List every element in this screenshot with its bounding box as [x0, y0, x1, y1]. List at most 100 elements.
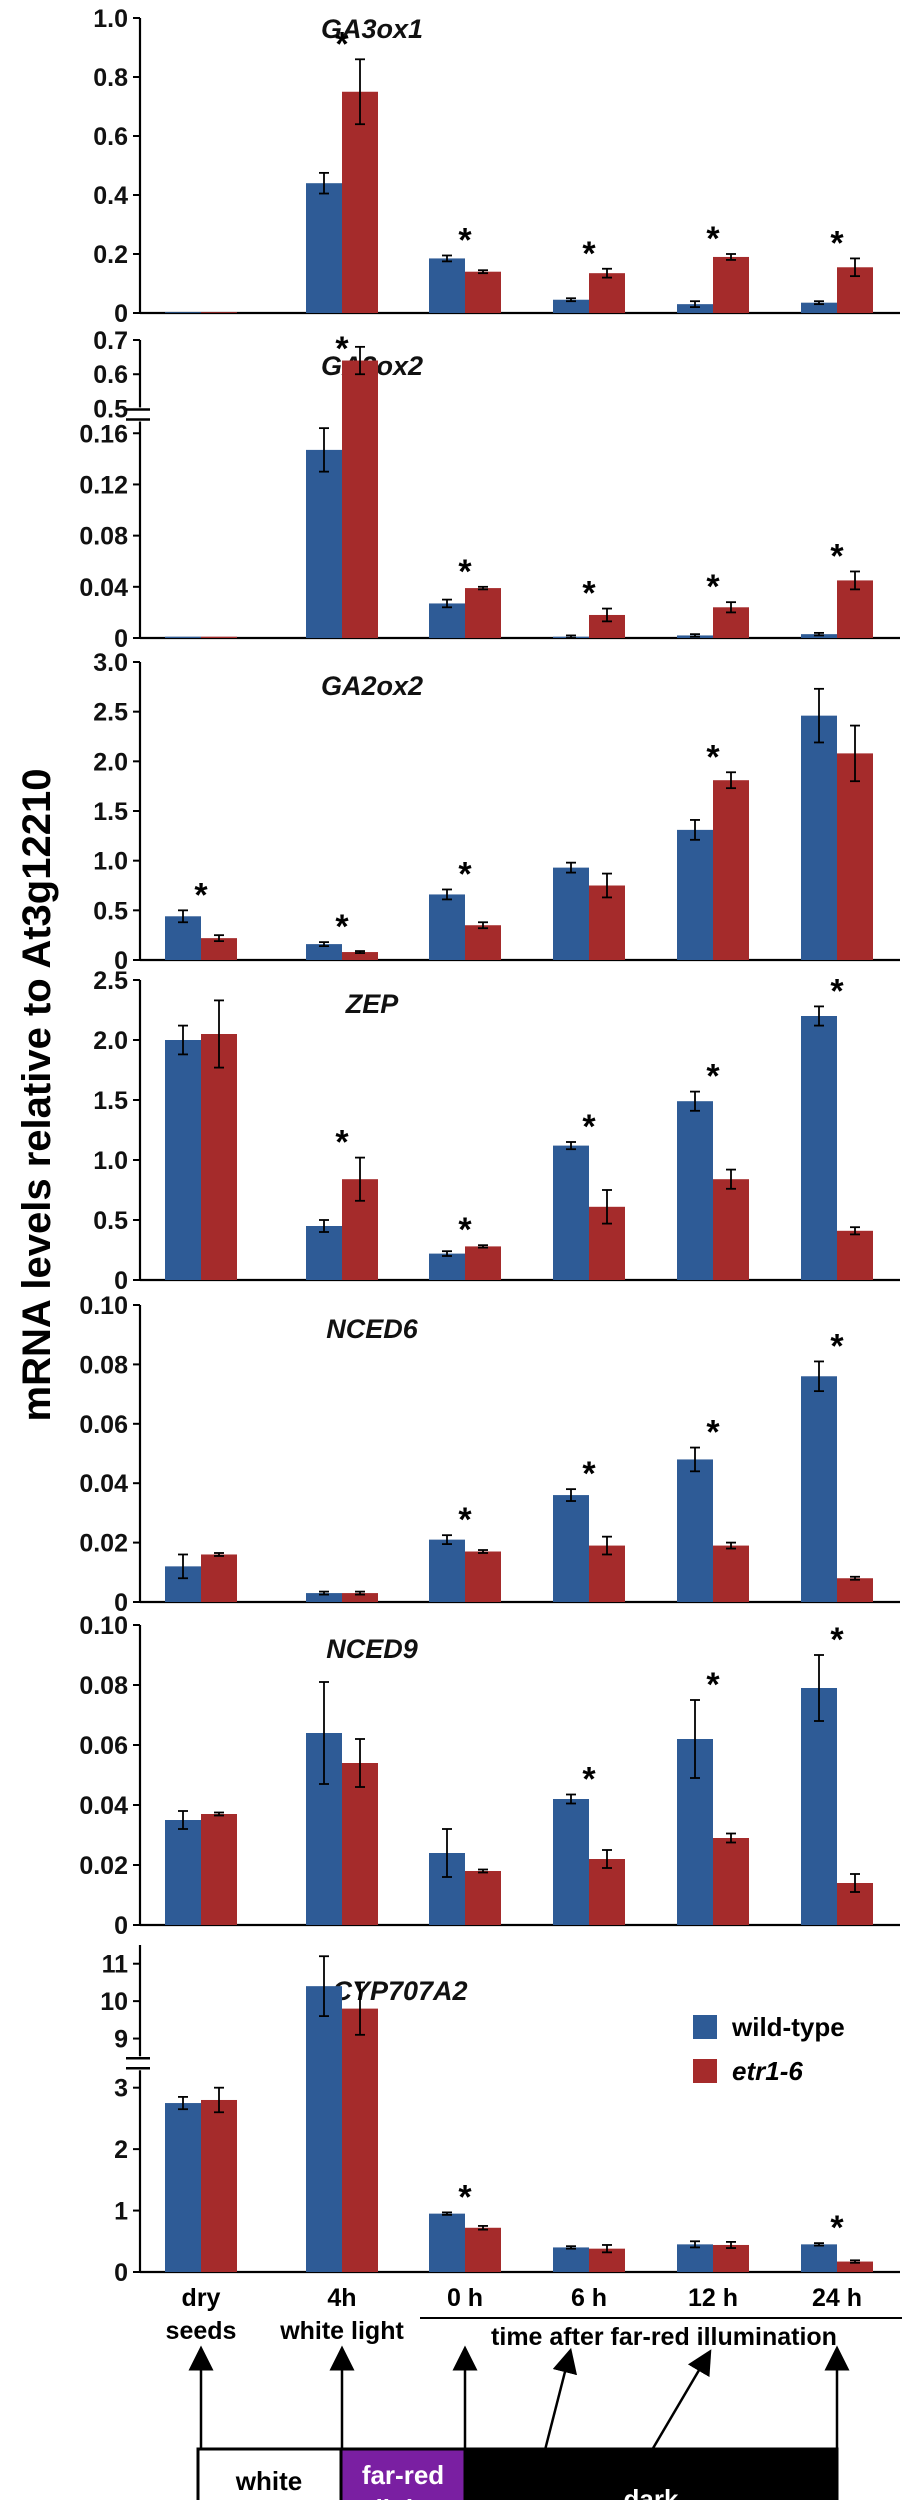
y-tick-label: 2.0: [93, 748, 128, 776]
condition-label-white-light: white light: [279, 2317, 404, 2345]
dark-box-label: dark: [624, 2484, 679, 2500]
bar-wildtype: [553, 1799, 589, 1925]
axis-break-gap: [128, 407, 152, 422]
significance-star: *: [582, 575, 596, 613]
y-tick-label: 0.06: [79, 1732, 128, 1760]
bar-wildtype: [677, 1101, 713, 1280]
panel-title: NCED9: [326, 1634, 418, 1664]
dark-box: [463, 2447, 839, 2500]
bar-mutant: [713, 2244, 749, 2272]
y-tick-label: 0.10: [79, 1292, 128, 1320]
y-tick-label: 0.5: [93, 1207, 128, 1235]
panel-title: CYP707A2: [332, 1976, 467, 2006]
bar-wildtype: [306, 1986, 342, 2272]
bar-wildtype: [429, 258, 465, 313]
bar-mutant: [465, 588, 501, 638]
y-tick-label: 2.5: [93, 967, 128, 995]
significance-star: *: [582, 1761, 596, 1799]
condition-label-6h: 6 h: [571, 2284, 607, 2312]
y-tick-label: 0.08: [79, 523, 128, 551]
bar-mutant: [713, 1838, 749, 1925]
y-tick-label: 1: [114, 2198, 128, 2226]
y-tick-label: 2: [114, 2136, 128, 2164]
y-tick-label: 0: [114, 300, 128, 328]
bar-wildtype: [553, 2247, 589, 2272]
arrow-6h: [543, 2347, 578, 2451]
y-tick-label: 0.6: [93, 123, 128, 151]
bar-wildtype: [429, 894, 465, 960]
y-tick-label: 0.04: [79, 574, 128, 602]
y-tick-label: 0: [114, 2259, 128, 2287]
chart-panel-GA2ox2: 0 0.5 1.0 1.5 2.0 2.5 3.0 GA2ox2 * * * *: [93, 649, 900, 975]
bar-wildtype: [165, 636, 201, 638]
bar-mutant: [201, 1814, 237, 1925]
y-tick-label: 0.08: [79, 1351, 128, 1379]
bar-mutant: [201, 636, 237, 638]
bar-mutant: [201, 1554, 237, 1602]
bar-mutant: [465, 1246, 501, 1280]
significance-star: *: [706, 1058, 720, 1096]
significance-star: *: [582, 1455, 596, 1493]
panel-title: GA2ox2: [321, 671, 423, 701]
y-tick-label: 0.16: [79, 420, 128, 448]
significance-star: *: [706, 568, 720, 606]
y-tick-label: 10: [100, 1988, 128, 2016]
y-tick-label: 2.5: [93, 699, 128, 727]
y-tick-label: 0: [114, 1589, 128, 1617]
y-tick-label: 2.0: [93, 1027, 128, 1055]
y-tick-label: 3: [114, 2075, 128, 2103]
y-tick-label: 1.0: [93, 1147, 128, 1175]
bar-mutant: [342, 360, 378, 638]
bar-mutant: [589, 273, 625, 313]
bar-wildtype: [165, 1040, 201, 1280]
significance-star: *: [458, 2178, 472, 2216]
significance-star: *: [830, 1621, 844, 1659]
y-tick-label: 0.04: [79, 1470, 128, 1498]
significance-star: *: [458, 553, 472, 591]
y-tick-label: 0.04: [79, 1792, 128, 1820]
y-tick-label: 0.10: [79, 1612, 128, 1640]
significance-star: *: [335, 330, 349, 368]
bar-mutant: [201, 938, 237, 960]
y-tick-label: 0.02: [79, 1852, 128, 1880]
condition-labels: dry seeds 4h white light 0 h 6 h 12 h 24…: [166, 2284, 902, 2351]
significance-star: *: [194, 876, 208, 914]
y-tick-label: 0.4: [93, 182, 128, 210]
y-tick-label: 1.0: [93, 5, 128, 33]
y-tick-label: 0.2: [93, 241, 128, 269]
white-light-box-line2: light: [242, 2498, 297, 2500]
bar-wildtype: [553, 1495, 589, 1602]
bar-wildtype: [306, 944, 342, 960]
bar-mutant: [342, 952, 378, 960]
y-tick-label: 0.02: [79, 1530, 128, 1558]
bar-wildtype: [677, 304, 713, 313]
legend-label-wildtype: wild-type: [731, 2012, 845, 2042]
panel-title: GA3ox1: [321, 14, 423, 44]
timeline-arrows: [188, 2345, 850, 2451]
bar-mutant: [342, 1763, 378, 1925]
chart-panel-NCED6: 0 0.02 0.04 0.06 0.08 0.10 NCED6 * * * *: [79, 1292, 900, 1617]
significance-star: *: [706, 220, 720, 258]
significance-star: *: [335, 1124, 349, 1162]
bar-mutant: [465, 2227, 501, 2272]
y-axis-label: mRNA levels relative to At3g12210: [15, 769, 59, 1422]
legend-swatch-wildtype: [693, 2015, 717, 2039]
bar-mutant: [713, 1179, 749, 1280]
y-tick-label: 0.6: [93, 361, 128, 389]
axis-break-gap: [128, 2056, 152, 2071]
panel-title: ZEP: [345, 989, 400, 1019]
y-tick-label: 0: [114, 1267, 128, 1295]
y-tick-label: 1.5: [93, 1087, 128, 1115]
y-tick-label: 0.5: [93, 897, 128, 925]
panel-title: NCED6: [326, 1314, 419, 1344]
far-red-box-line1: far-red: [362, 2460, 444, 2490]
y-tick-label: 0.5: [93, 395, 128, 423]
significance-star: *: [582, 1108, 596, 1146]
bar-wildtype: [429, 2213, 465, 2272]
bar-mutant: [837, 2261, 873, 2272]
y-tick-label: 0: [114, 1912, 128, 1940]
significance-star: *: [706, 738, 720, 776]
bar-wildtype: [677, 1459, 713, 1602]
y-tick-label: 3.0: [93, 649, 128, 677]
bar-wildtype: [306, 449, 342, 638]
